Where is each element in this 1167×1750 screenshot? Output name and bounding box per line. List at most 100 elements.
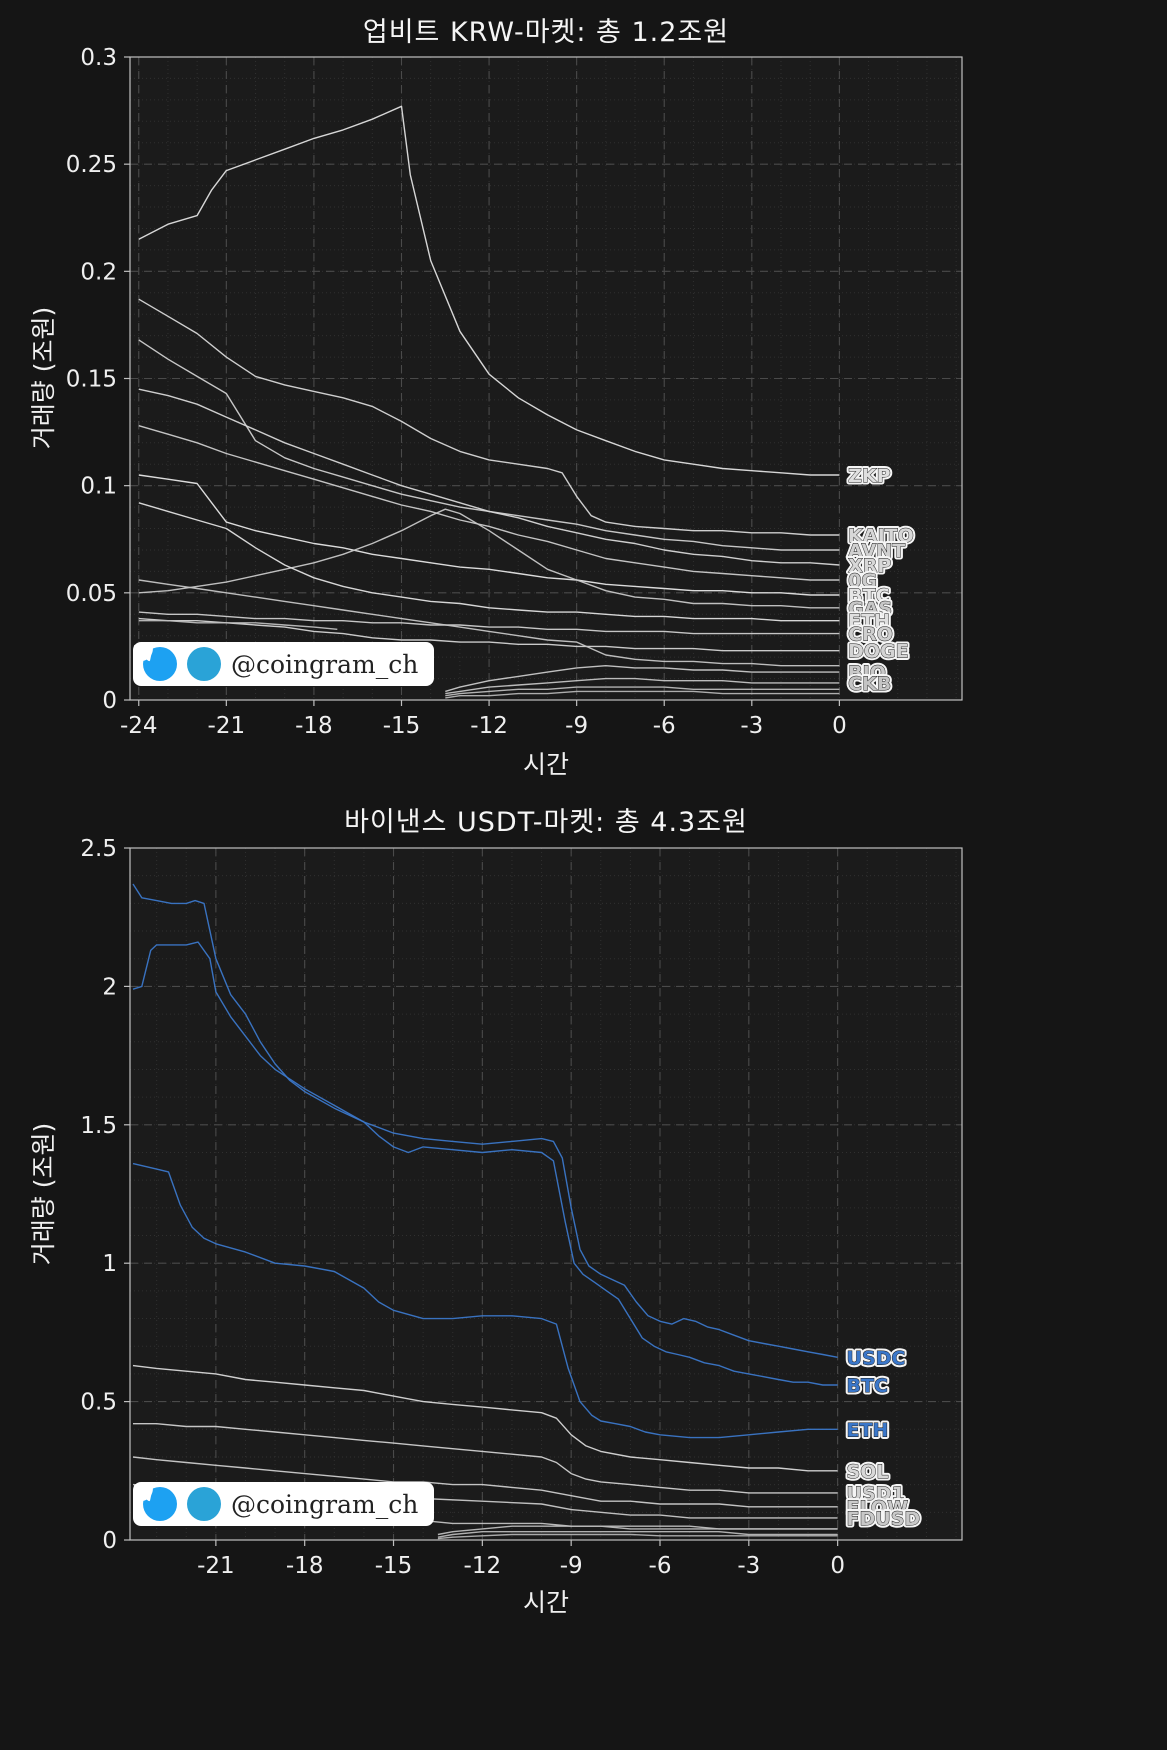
series-label-FDUSD: FDUSD — [847, 1508, 921, 1530]
series-lines — [132, 883, 838, 1540]
y-tick-label: 2 — [102, 974, 117, 1000]
series-label-DOGE: DOGE — [848, 641, 909, 663]
series-line-FLOW — [132, 1456, 838, 1508]
series-line-XRP — [138, 388, 840, 566]
series-labels: USDCUSDCBTCBTCETHETHSOLSOLUSD1USD1FLOWFL… — [844, 1345, 923, 1533]
upbit-chart-title: 업비트 KRW-마켓: 총 1.2조원 — [362, 17, 730, 48]
series-label-halo: SOL — [847, 1461, 889, 1483]
binance-chart-panel: -21 -18 -15 -12 -9 -6 -3 0 0 0.5 1 1.5 2 2.5 USDC USDC B… — [0, 790, 1167, 1750]
series-label-halo: XRP — [848, 555, 891, 577]
series-line-minor-coin — [445, 686, 840, 697]
binance-y-axis-label: 거래량 (조원) — [29, 1122, 58, 1266]
x-tick-label: -18 — [286, 1553, 324, 1579]
series-line-BTC — [138, 474, 840, 596]
y-tick-label: 2.5 — [80, 836, 117, 862]
y-tick-label: 0 — [102, 1528, 117, 1554]
series-label-halo: BIO — [848, 662, 886, 684]
series-label-halo: BTC — [848, 585, 889, 607]
y-tick-label: 0 — [102, 688, 117, 714]
series-label-AVNT: AVNT — [848, 540, 905, 562]
series-label-USD1: USD1 — [847, 1483, 905, 1505]
binance-chart-title: 바이낸스 USDT-마켓: 총 4.3조원 — [344, 807, 748, 838]
series-line-GAS — [138, 508, 840, 609]
series-label-halo: GAS — [848, 598, 892, 620]
series-line-DOGE — [138, 617, 840, 652]
series-label-halo: BTC — [847, 1375, 888, 1397]
x-tick-label: -3 — [740, 713, 763, 739]
series-line-minor-coin — [437, 1531, 838, 1538]
axis-tick-labels: -21 -18 -15 -12 -9 -6 -3 0 0 0.5 1 1.5 2 2.5 — [80, 836, 845, 1579]
series-label-halo: ETH — [848, 611, 890, 633]
series-line-minor-coin — [437, 1533, 838, 1540]
series-label-KAITO: KAITO — [848, 525, 914, 547]
x-tick-label: -15 — [383, 713, 421, 739]
series-label-halo: CRO — [848, 624, 893, 646]
series-label-XRP: XRP — [848, 555, 891, 577]
y-tick-label: 0.25 — [66, 152, 117, 178]
axis-tick-marks — [124, 847, 839, 1546]
series-label-halo: 0G — [848, 570, 877, 592]
series-label-halo: KAITO — [848, 525, 914, 547]
series-line-CKB — [445, 677, 840, 695]
y-tick-label: 0.2 — [80, 259, 117, 285]
series-label-halo: DOGE — [848, 641, 909, 663]
binance-plot-svg: -21 -18 -15 -12 -9 -6 -3 000.511.522.5USDCUSDCB… — [80, 836, 963, 1579]
watermark: @coingram_ch — [133, 1482, 435, 1526]
y-tick-label: 0.5 — [80, 1390, 117, 1416]
series-label-FLOW: FLOW — [847, 1497, 909, 1519]
x-tick-label: -9 — [560, 1553, 583, 1579]
series-line-CRO — [138, 611, 840, 635]
x-tick-label: -21 — [208, 713, 246, 739]
series-lines — [138, 105, 840, 699]
x-tick-label: -6 — [653, 713, 676, 739]
series-line-minor-coin — [138, 579, 840, 667]
series-line-KAITO — [138, 298, 840, 536]
y-tick-label: 1 — [102, 1251, 117, 1277]
watermark: @coingram_ch — [133, 642, 435, 686]
watermark-handle: @coingram_ch — [231, 649, 419, 679]
series-line-minor-coin — [138, 620, 338, 630]
series-line-ETH — [132, 1162, 838, 1439]
series-line-BIO — [445, 665, 840, 693]
series-label-halo: USDC — [847, 1347, 906, 1369]
series-label-halo: CKB — [848, 673, 891, 695]
series-label-ETH: ETH — [847, 1419, 889, 1441]
binance-x-axis-label: 시간 — [522, 1588, 569, 1617]
series-label-ETH: ETH — [848, 611, 890, 633]
upbit-x-axis-label: 시간 — [522, 750, 569, 779]
x-tick-label: 0 — [830, 1553, 845, 1579]
x-tick-label: 0 — [832, 713, 847, 739]
series-label-CRO: CRO — [848, 624, 893, 646]
watermark-handle: @coingram_ch — [231, 1489, 419, 1519]
series-labels: ZKPZKPKAITOKAITOAVNTAVNTXRPXRP0G0GBTCBTC… — [846, 462, 917, 697]
series-label-BTC: BTC — [847, 1375, 888, 1397]
series-line-0G — [138, 425, 840, 581]
plot-background — [130, 848, 962, 1540]
y-tick-label: 1.5 — [80, 1113, 117, 1139]
y-tick-label: 0.15 — [66, 367, 117, 393]
series-label-ZKP: ZKP — [848, 465, 891, 487]
series-line-USDC — [132, 883, 838, 1358]
series-label-0G: 0G — [848, 570, 877, 592]
axis-tick-marks — [124, 56, 840, 706]
series-label-halo: USD1 — [847, 1483, 905, 1505]
x-tick-label: -18 — [295, 713, 333, 739]
upbit-plot-svg: -24 -21 -18 -15 -12 -9 -6 -3 0 0 0.05 0.1 0.15 0.2 0.2… — [66, 45, 963, 739]
x-tick-label: -12 — [464, 1553, 502, 1579]
twitter-icon — [133, 1483, 177, 1521]
x-tick-label: -6 — [649, 1553, 672, 1579]
telegram-icon — [134, 1485, 221, 1521]
x-tick-label: -3 — [737, 1553, 760, 1579]
series-label-BTC: BTC — [848, 585, 889, 607]
y-tick-label: 0.1 — [80, 474, 117, 500]
series-label-GAS: GAS — [848, 598, 892, 620]
series-label-SOL: SOL — [847, 1461, 889, 1483]
x-tick-label: -15 — [375, 1553, 413, 1579]
x-tick-label: -12 — [470, 713, 508, 739]
series-label-USDC: USDC — [847, 1347, 906, 1369]
y-tick-label: 0.05 — [66, 581, 117, 607]
series-label-halo: FDUSD — [847, 1508, 921, 1530]
series-label-halo: ETH — [847, 1419, 889, 1441]
telegram-icon — [134, 645, 221, 681]
